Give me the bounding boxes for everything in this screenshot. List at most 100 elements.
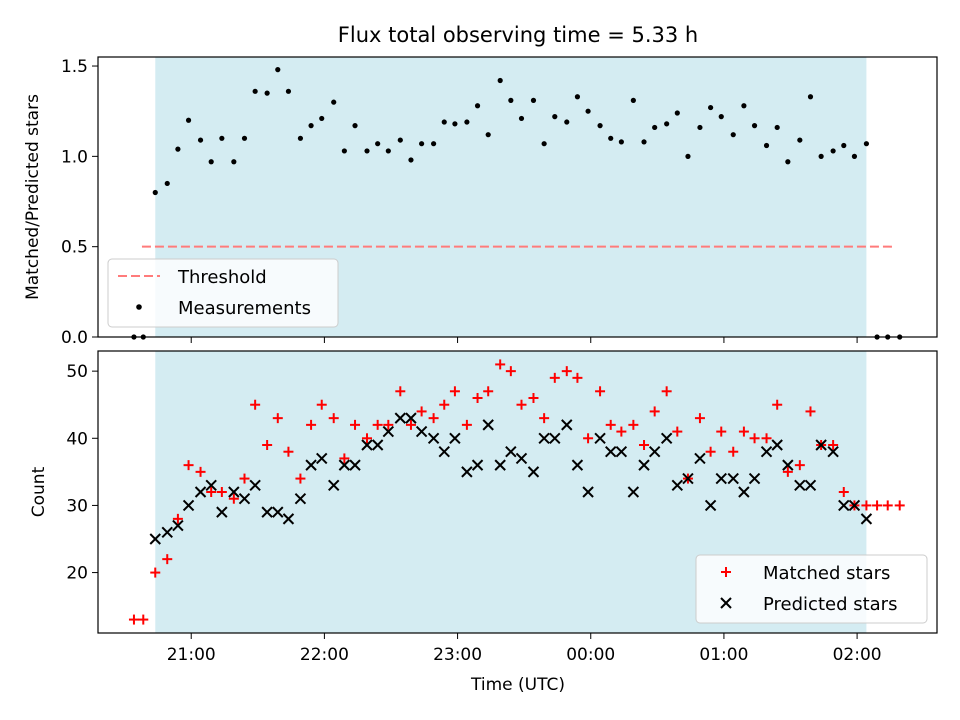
ratio-y-axis-label: Matched/Predicted stars [23,94,43,300]
predicted-star-point [638,459,650,471]
matched-star-point [395,386,406,397]
y-tick-label: 50 [66,362,88,382]
legend-x-mark [720,597,732,609]
matched-star-point [262,440,273,450]
predicted-star-point [794,479,806,491]
predicted-star-point [316,452,328,465]
matched-star-point [162,554,173,565]
matched-star-point [828,440,839,450]
count-y-axis-label: Count [29,466,49,517]
measurement-point [630,97,636,103]
measurement-point [252,88,258,94]
matched-star-point [705,446,716,457]
matched-star-point [882,500,893,511]
measurement-point [774,124,780,131]
x-tick-label: 00:00 [566,645,615,665]
x-axis-label: Time (UTC) [470,675,565,695]
measurement-point [685,153,691,159]
count-points [128,359,905,625]
matched-star-point [316,399,327,410]
predicted-star-point [715,472,727,485]
predicted-star-point [328,479,340,491]
x-tick-label: 22:00 [300,645,349,665]
predicted-star-point [538,432,550,444]
y-tick-label: 0.5 [61,238,88,258]
predicted-star-point [405,412,417,424]
matched-star-point [150,567,161,578]
matched-star-point [128,614,139,625]
predicted-star-point [838,499,850,512]
measurement-point [807,94,814,100]
predicted-star-point [415,425,428,438]
x-tick-label: 23:00 [433,645,482,665]
predicted-star-point [848,499,861,512]
ratio-x-ticks [190,337,858,343]
y-tick-label: 40 [66,429,88,449]
measurement-point [574,94,581,100]
x-tick-label: 01:00 [699,645,748,665]
measurement-point [385,148,391,154]
matched-star-point [239,473,250,484]
matched-star-point [861,500,872,511]
ratio-legend: Threshold Measurements [107,258,339,328]
matched-star-point [461,419,472,430]
y-tick-label: 0.0 [61,328,88,348]
predicted-star-point [228,486,240,498]
matched-star-point [738,426,749,437]
measurement-point [297,135,304,141]
predicted-star-point [338,459,351,471]
predicted-star-point [782,459,794,471]
predicted-star-point [449,432,461,444]
predicted-star-point [694,452,706,465]
count-plot-frame [97,350,938,634]
matched-star-point [728,446,739,457]
matched-star-point [449,386,460,397]
measurement-point [164,180,170,187]
predicted-star-point [172,519,184,532]
legend-threshold-label: Threshold [177,267,267,288]
predicted-star-point [349,459,361,471]
x-tick-label: 21:00 [167,645,216,665]
predicted-star-point [305,459,317,471]
measurement-point [730,132,736,138]
measurement-point [785,159,791,165]
measurement-point [741,103,747,109]
matched-star-point [894,500,905,511]
predicted-star-point [682,472,694,485]
matched-star-point [439,399,450,410]
matched-star-point [794,460,805,471]
matched-star-point [782,466,793,477]
matched-star-point [628,419,639,430]
predicted-star-point [561,419,573,431]
measurement-point [452,121,458,127]
measurement-point [751,123,758,129]
measurement-point [797,137,803,143]
measurement-point [851,153,858,159]
predicted-star-point [427,432,440,444]
matched-star-point [639,440,650,450]
measurement-point [508,97,514,103]
measurement-point [763,142,770,149]
matched-star-point [483,386,494,397]
matched-star-point [838,487,849,497]
predicted-star-point [161,526,173,538]
predicted-star-point [615,446,628,458]
predicted-star-point [671,479,684,491]
predicted-star-point [748,472,761,485]
matched-star-point [805,406,816,417]
matched-star-point [362,433,373,444]
predicted-star-point [294,493,307,505]
legend-plus-mark [721,567,731,577]
predicted-star-point [461,466,473,478]
y-tick-label: 20 [66,564,88,584]
predicted-star-point [571,459,584,471]
matched-star-point [172,513,183,524]
chart-title: Flux total observing time = 5.33 h [338,23,698,47]
predicted-star-point [205,479,217,491]
legend-predicted-label: Predicted stars [763,594,897,615]
measurement-point [530,97,537,103]
matched-star-point [561,366,572,377]
measurement-point [419,141,425,147]
predicted-star-point [261,506,273,518]
measurement-point [464,119,470,125]
